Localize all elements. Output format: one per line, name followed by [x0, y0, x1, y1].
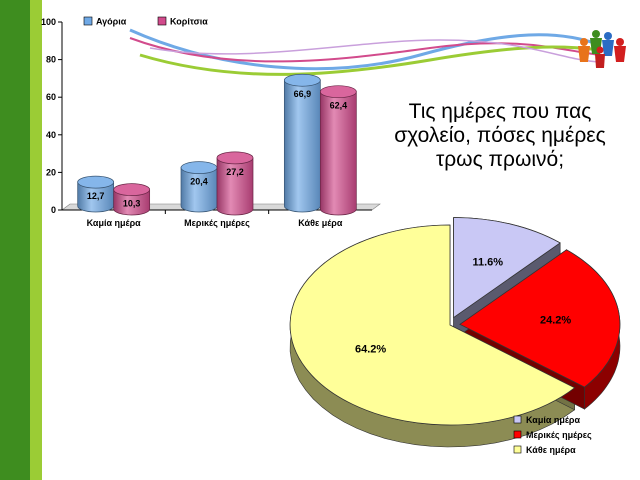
pie-legend-swatch	[513, 415, 522, 424]
data-label: 66,9	[294, 89, 312, 99]
legend-label: Κορίτσια	[170, 17, 208, 27]
pie-legend-label: Μερικές ημέρες	[526, 430, 592, 440]
bar-girls	[113, 183, 151, 216]
pie-legend-swatch	[513, 445, 522, 454]
pie-legend-swatch	[513, 430, 522, 439]
bar-body	[113, 189, 151, 216]
bar-boys	[180, 161, 218, 213]
legend-swatch	[83, 16, 93, 26]
pie-data-label: 11.6%	[473, 257, 504, 269]
y-tick-label: 80	[46, 55, 56, 65]
pie-slice	[289, 224, 576, 426]
title-line: σχολείο, πόσες ημέρες	[394, 124, 606, 147]
data-label: 27,2	[226, 167, 244, 177]
y-tick-label: 0	[51, 205, 56, 215]
bar-top	[216, 151, 254, 165]
title-line: τρως πρωινό;	[435, 148, 565, 171]
children-logo-icon	[578, 30, 626, 68]
pie-slice	[459, 249, 621, 388]
title-line: Τις ημέρες που πας	[408, 100, 592, 123]
y-tick-label: 60	[46, 92, 56, 102]
slide-title: Τις ημέρες που πας σχολείο, πόσες ημέρες…	[372, 100, 628, 172]
decorative-waves	[129, 28, 601, 76]
left-stripe-light	[30, 0, 42, 480]
bar-body	[180, 167, 218, 213]
bar-girls	[216, 151, 254, 216]
bar-top	[77, 175, 115, 189]
y-tick-label: 20	[46, 167, 56, 177]
x-category-label: Καμία ημέρα	[87, 218, 141, 228]
legend-swatch	[157, 16, 167, 26]
x-category-label: Μερικές ημέρες	[184, 218, 250, 228]
pie-slice	[453, 217, 561, 319]
pie-chart: 11.6% 24.2% 64.2% Καμία ημέρα Μερικές ημέρες…	[289, 217, 621, 455]
bar-body	[283, 79, 321, 213]
bar-top	[319, 85, 357, 99]
pie-legend-label: Κάθε ημέρα	[526, 445, 576, 455]
data-label: 10,3	[123, 199, 141, 209]
data-label: 62,4	[330, 101, 348, 111]
bar-girls	[319, 85, 357, 216]
bar-body	[216, 157, 254, 216]
y-tick-label: 40	[46, 130, 56, 140]
bar-body	[319, 91, 357, 216]
pie-legend-label: Καμία ημέρα	[526, 415, 580, 425]
y-tick-label: 100	[41, 17, 56, 27]
pie-data-label: 24.2%	[540, 315, 571, 327]
bar-top	[113, 183, 151, 196]
data-label: 12,7	[87, 191, 105, 201]
legend-label: Αγόρια	[96, 17, 127, 27]
pie-data-label: 64.2%	[355, 344, 386, 356]
bar-top	[283, 73, 321, 87]
bar-chart: 0 20 40 60 80 100 Καμία ημέρα 12,7 10,3 Μερικές η…	[41, 16, 381, 228]
left-stripe-dark	[0, 0, 30, 480]
x-category-label: Κάθε μέρα	[298, 218, 343, 228]
data-label: 20,4	[190, 177, 208, 187]
bar-top	[180, 161, 218, 174]
